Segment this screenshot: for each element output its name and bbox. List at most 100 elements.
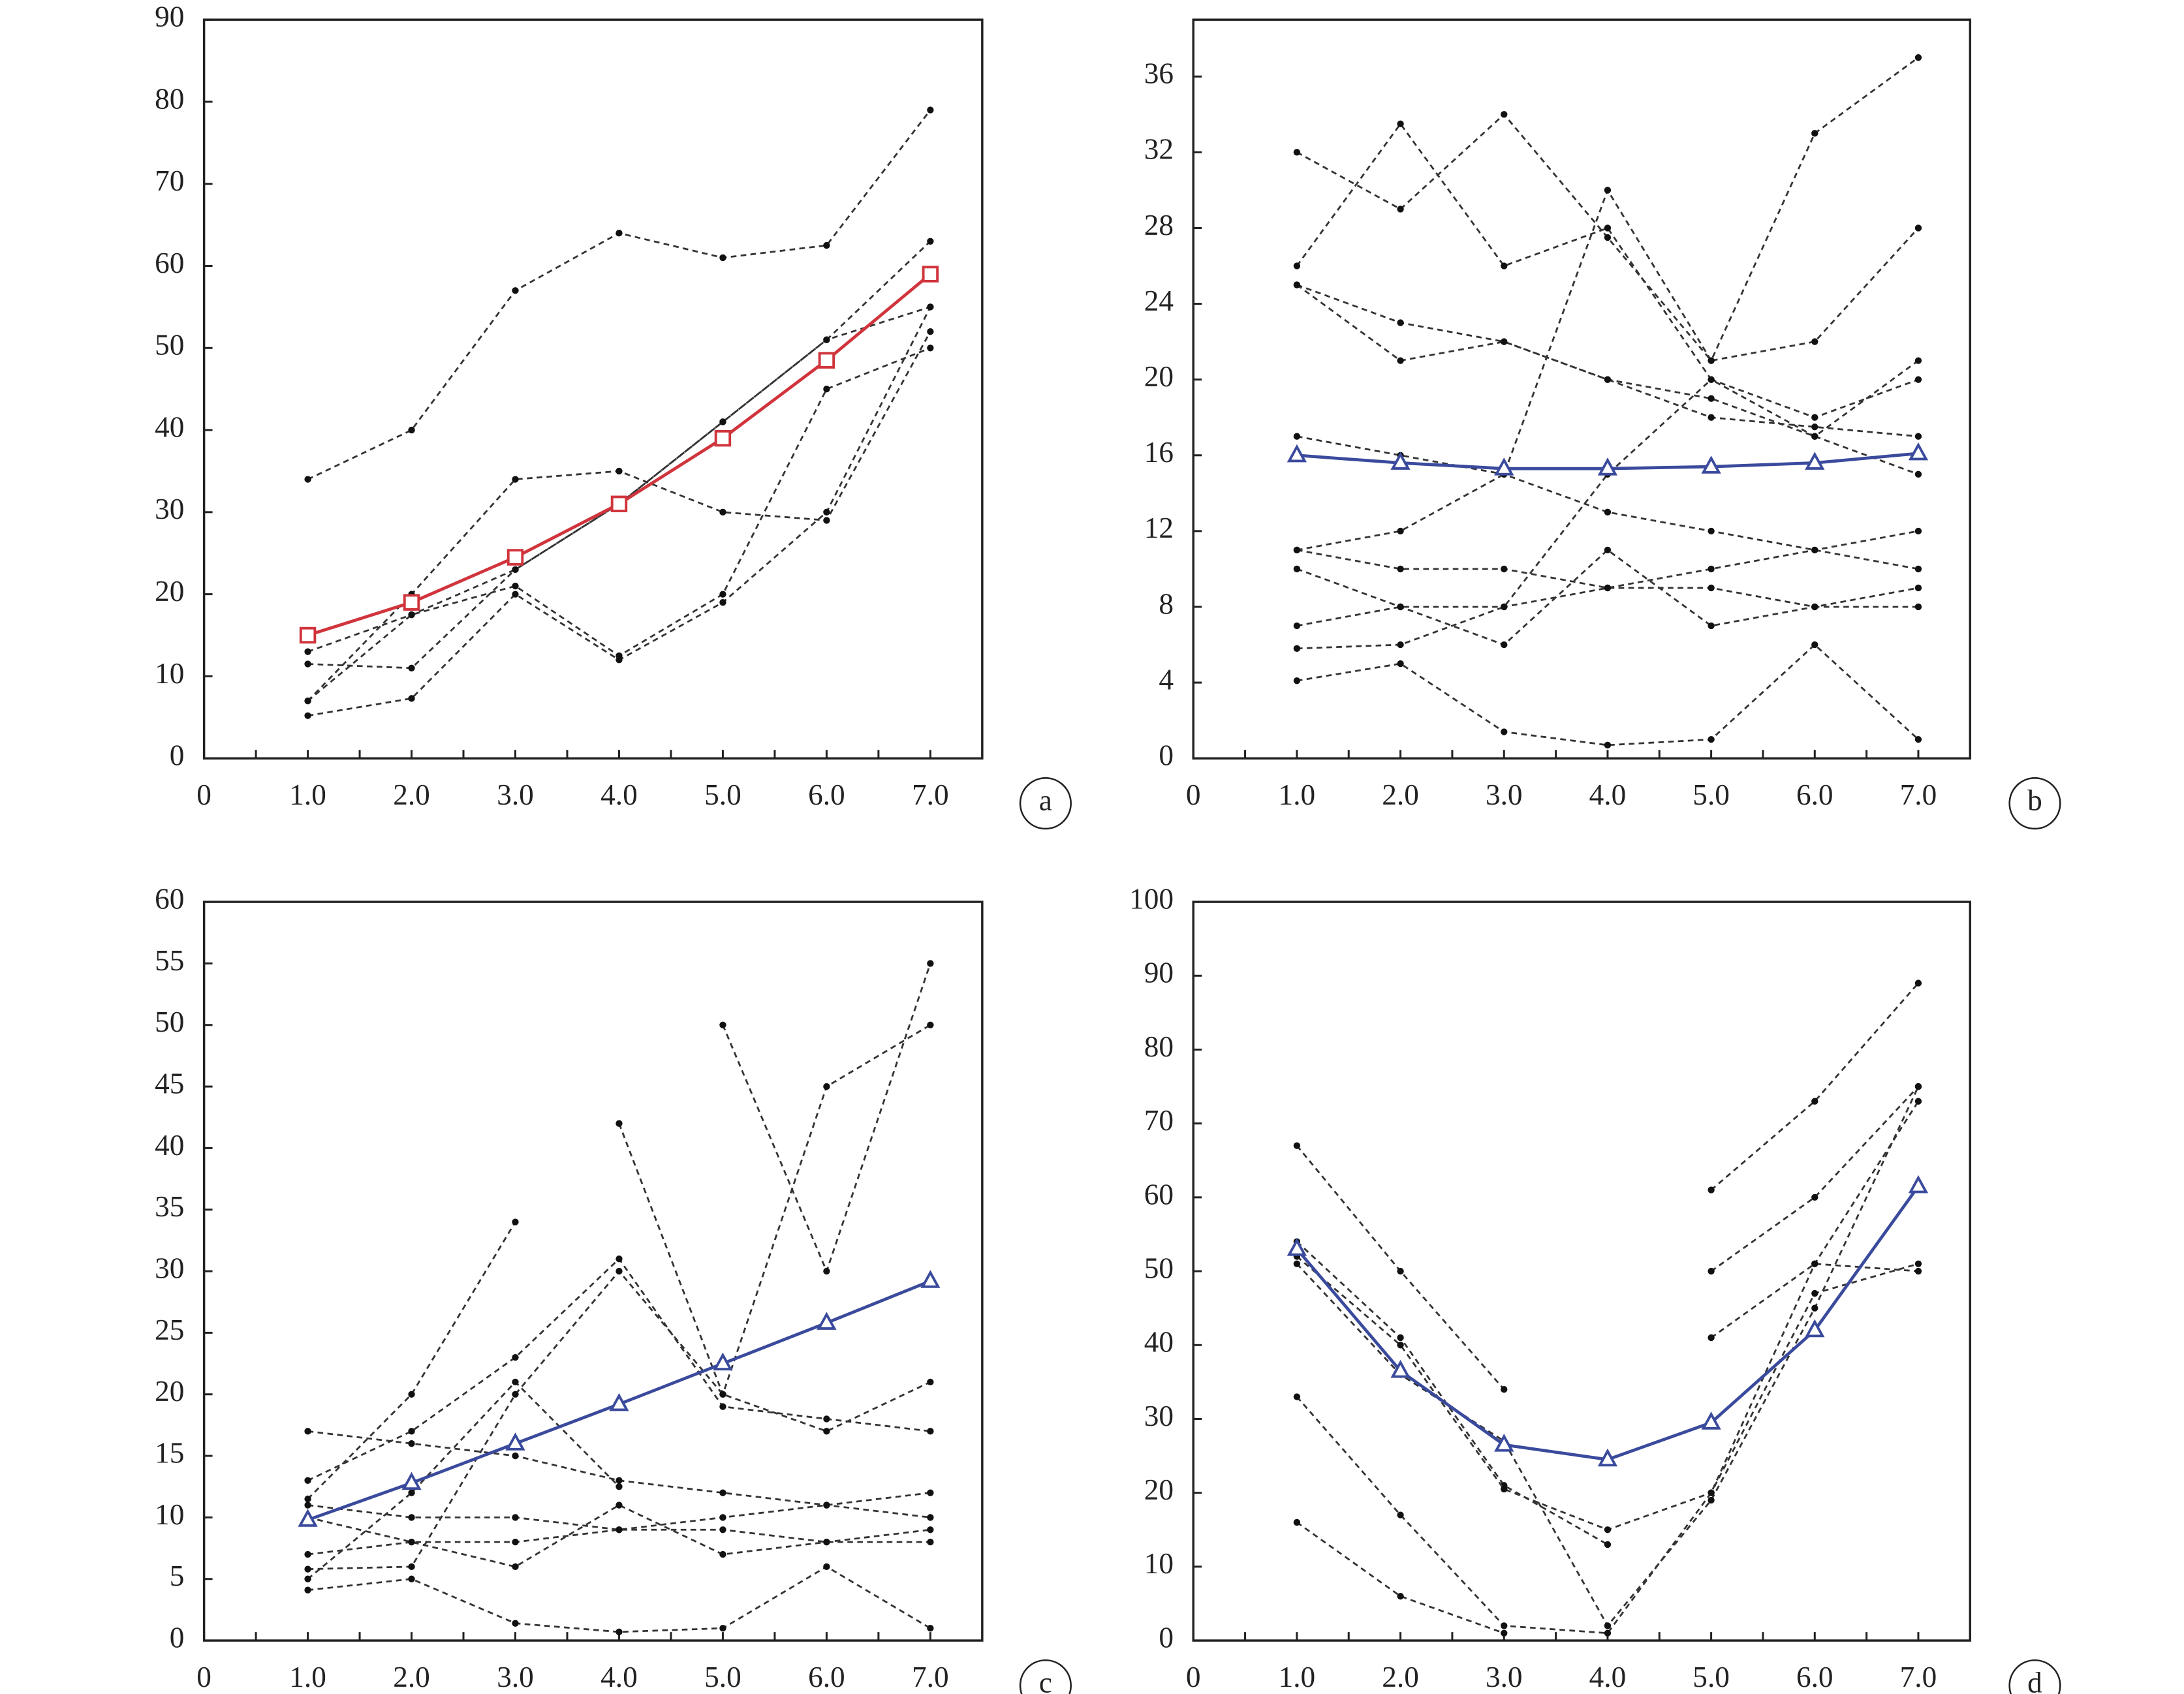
marker: [1914, 433, 1922, 440]
x-tick-label: 7.0: [1900, 1661, 1937, 1693]
marker: [823, 241, 830, 249]
marker: [823, 508, 830, 516]
marker: [1914, 979, 1922, 987]
x-tick-label: 6.0: [808, 778, 845, 811]
marker: [719, 1391, 726, 1398]
marker: [719, 418, 726, 425]
series-line: [307, 346, 931, 702]
marker: [1604, 546, 1612, 554]
marker: [1604, 741, 1612, 749]
marker: [1811, 641, 1818, 649]
marker: [1397, 120, 1404, 127]
marker: [616, 1526, 623, 1533]
marker: [1811, 433, 1818, 440]
marker: [616, 1120, 623, 1127]
marker: [505, 1432, 525, 1451]
series-line: [1296, 530, 1919, 627]
marker: [1293, 1142, 1301, 1149]
marker: [512, 1391, 519, 1398]
marker: [304, 1495, 311, 1503]
y-tick-label: 30: [155, 493, 184, 525]
marker: [1914, 603, 1922, 611]
marker: [304, 1428, 311, 1435]
y-tick-label: 35: [155, 1190, 184, 1223]
x-tick-label: 4.0: [1589, 778, 1627, 811]
marker: [1708, 1489, 1715, 1496]
marker: [1293, 1518, 1301, 1526]
marker: [1914, 54, 1922, 61]
marker: [1293, 677, 1301, 685]
y-tick-label: 5: [170, 1560, 185, 1592]
marker: [304, 476, 311, 483]
marker: [1397, 1334, 1404, 1342]
marker: [1811, 1289, 1818, 1297]
y-tick-label: 28: [1144, 209, 1174, 241]
y-tick-label: 20: [1144, 1473, 1174, 1506]
marker: [817, 1312, 837, 1330]
marker: [823, 336, 830, 343]
marker: [1811, 1194, 1818, 1201]
x-tick-label: 5.0: [704, 1661, 741, 1693]
marker: [1604, 584, 1612, 592]
x-tick-label: 6.0: [1796, 1661, 1833, 1693]
y-tick-label: 30: [1144, 1400, 1174, 1432]
y-tick-label: 50: [1144, 1252, 1174, 1284]
y-tick-label: 0: [170, 1621, 185, 1654]
marker: [408, 1428, 415, 1435]
marker: [823, 1563, 830, 1571]
x-tick-label: 7.0: [912, 1661, 949, 1693]
panel: 0 10 20 30 40 50 60 70 80 90 0 1.0 2.0 3.0 4.0 5.0 6.0 7.…: [155, 1, 1072, 830]
marker: [1811, 414, 1818, 421]
marker: [1293, 149, 1301, 156]
marker: [823, 385, 830, 393]
y-tick-label: 70: [1144, 1104, 1174, 1137]
x-tick-label: 1.0: [289, 778, 326, 811]
series-line: [307, 1504, 931, 1543]
y-tick-label: 80: [155, 82, 184, 115]
x-tick-label: 4.0: [601, 1661, 638, 1693]
marker: [616, 1477, 623, 1484]
marker: [1293, 281, 1301, 288]
marker: [616, 1628, 623, 1636]
marker: [1914, 1098, 1922, 1105]
marker: [1914, 527, 1922, 535]
panel-label: c: [1039, 1666, 1052, 1694]
marker: [1293, 546, 1301, 554]
marker: [818, 352, 835, 369]
marker: [512, 287, 519, 294]
marker: [1501, 338, 1508, 345]
marker: [927, 1526, 934, 1533]
series-line: [307, 1380, 620, 1580]
marker: [1501, 1386, 1508, 1393]
marker: [927, 1428, 934, 1435]
marker: [1293, 565, 1301, 573]
marker: [512, 1353, 519, 1361]
marker: [1397, 1267, 1404, 1275]
y-tick-label: 90: [1144, 957, 1174, 989]
marker: [823, 517, 830, 524]
y-tick-label: 12: [1144, 512, 1174, 544]
marker: [401, 1471, 422, 1490]
marker: [408, 664, 415, 671]
marker: [1914, 224, 1922, 232]
marker: [1397, 603, 1404, 611]
y-tick-label: 24: [1144, 285, 1174, 317]
x-tick-label: 6.0: [1796, 778, 1833, 811]
series-line: [307, 331, 931, 702]
marker: [616, 652, 623, 660]
marker: [1914, 357, 1922, 364]
plot-frame: [1192, 18, 1972, 760]
marker: [304, 660, 311, 668]
y-tick-label: 10: [155, 1498, 184, 1531]
x-tick-label: 0: [196, 1661, 211, 1693]
marker: [304, 1586, 311, 1594]
marker: [1390, 452, 1411, 470]
series-line: [307, 1565, 931, 1633]
x-tick-label: 1.0: [289, 1661, 326, 1693]
marker: [1914, 376, 1922, 383]
series-line: [307, 109, 931, 480]
marker: [299, 626, 317, 644]
marker: [616, 1502, 623, 1509]
y-tick-label: 10: [155, 657, 184, 690]
marker: [1811, 1260, 1818, 1267]
